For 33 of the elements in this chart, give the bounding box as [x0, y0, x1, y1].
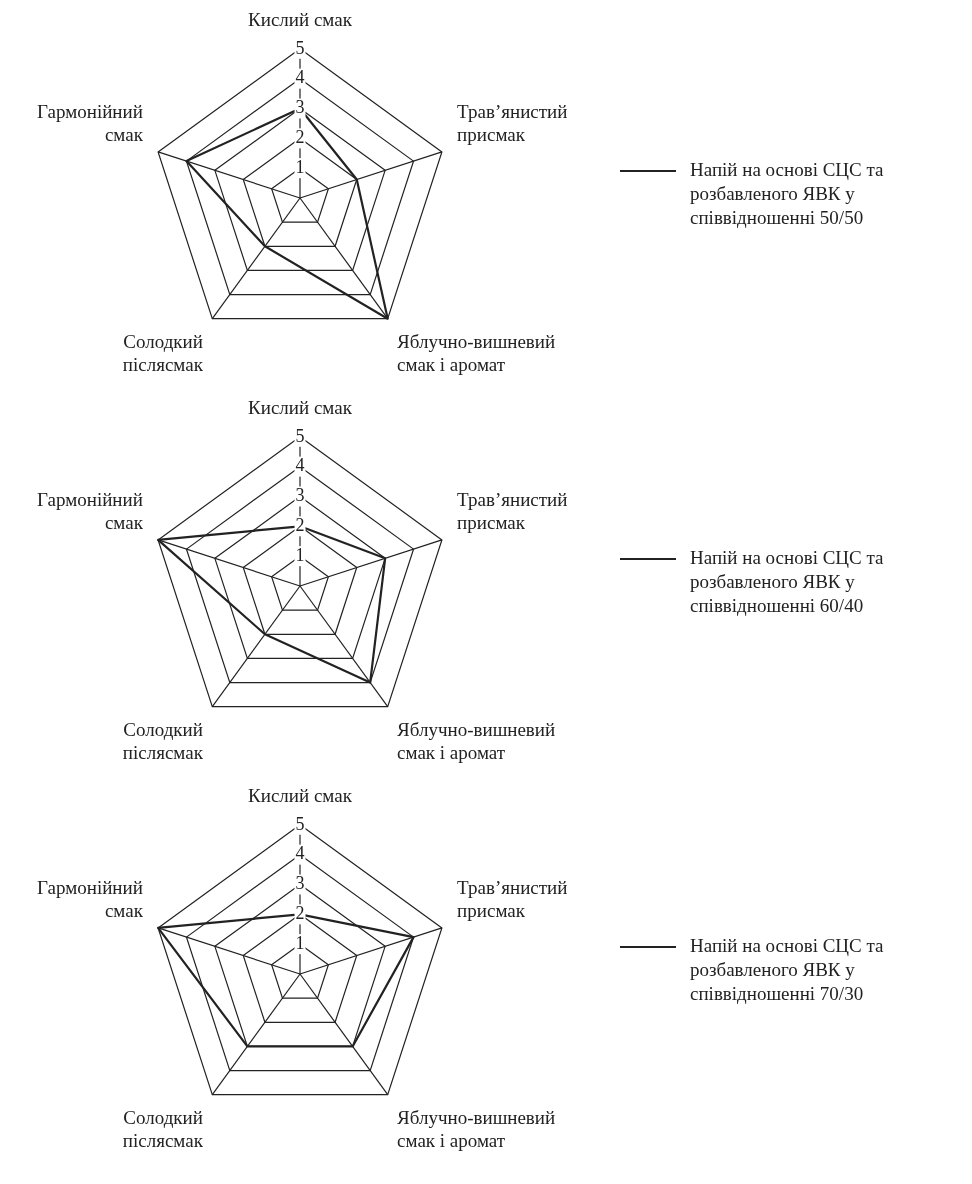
- y-tick-label: 5: [295, 37, 305, 58]
- y-tick-label: 1: [295, 544, 305, 565]
- spoke-label: Яблучно-вишневий смак і аромат: [397, 719, 556, 763]
- spoke-label: Яблучно-вишневий смак і аромат: [397, 331, 556, 375]
- y-tick-label: 3: [295, 873, 305, 894]
- y-tick-label: 5: [295, 813, 305, 834]
- spoke-label: Трав’янистий присмак: [457, 488, 568, 533]
- spoke-label: Кислий смак: [248, 9, 353, 31]
- y-tick-label: 1: [295, 932, 305, 953]
- spoke-label: Гармонійний смак: [37, 488, 144, 533]
- y-tick-label: 2: [295, 515, 305, 536]
- spoke-label: Яблучно-вишневий смак і аромат: [397, 1107, 556, 1151]
- spoke-label: Кислий смак: [248, 397, 353, 419]
- legend-label: Напій на основі СЦС та розбавленого ЯВК у співвідношенні 50/50: [690, 158, 885, 230]
- y-tick-label: 3: [295, 485, 305, 506]
- y-tick-label: 4: [295, 843, 305, 864]
- spoke-label: Солодкий післясмак: [122, 331, 204, 375]
- y-tick-label: 1: [295, 156, 305, 177]
- y-tick-label: 5: [295, 425, 305, 446]
- y-tick-label: 3: [295, 97, 305, 118]
- spoke-label: Солодкий післясмак: [122, 1107, 204, 1151]
- spoke-label: Кислий смак: [248, 785, 353, 807]
- spoke-label: Гармонійний смак: [37, 100, 144, 145]
- spoke-label: Трав’янистий присмак: [457, 100, 568, 145]
- y-tick-label: 2: [295, 127, 305, 148]
- y-tick-label: 4: [295, 455, 305, 476]
- legend-label: Напій на основі СЦС та розбавленого ЯВК у співвідношенні 60/40: [690, 546, 885, 618]
- y-tick-label: 4: [295, 67, 305, 88]
- spoke-label: Гармонійний смак: [37, 876, 144, 921]
- y-tick-label: 2: [295, 903, 305, 924]
- spoke-label: Солодкий післясмак: [122, 719, 204, 763]
- spoke-label: Трав’янистий присмак: [457, 876, 568, 921]
- legend-label: Напій на основі СЦС та розбавленого ЯВК у співвідношенні 70/30: [690, 934, 885, 1006]
